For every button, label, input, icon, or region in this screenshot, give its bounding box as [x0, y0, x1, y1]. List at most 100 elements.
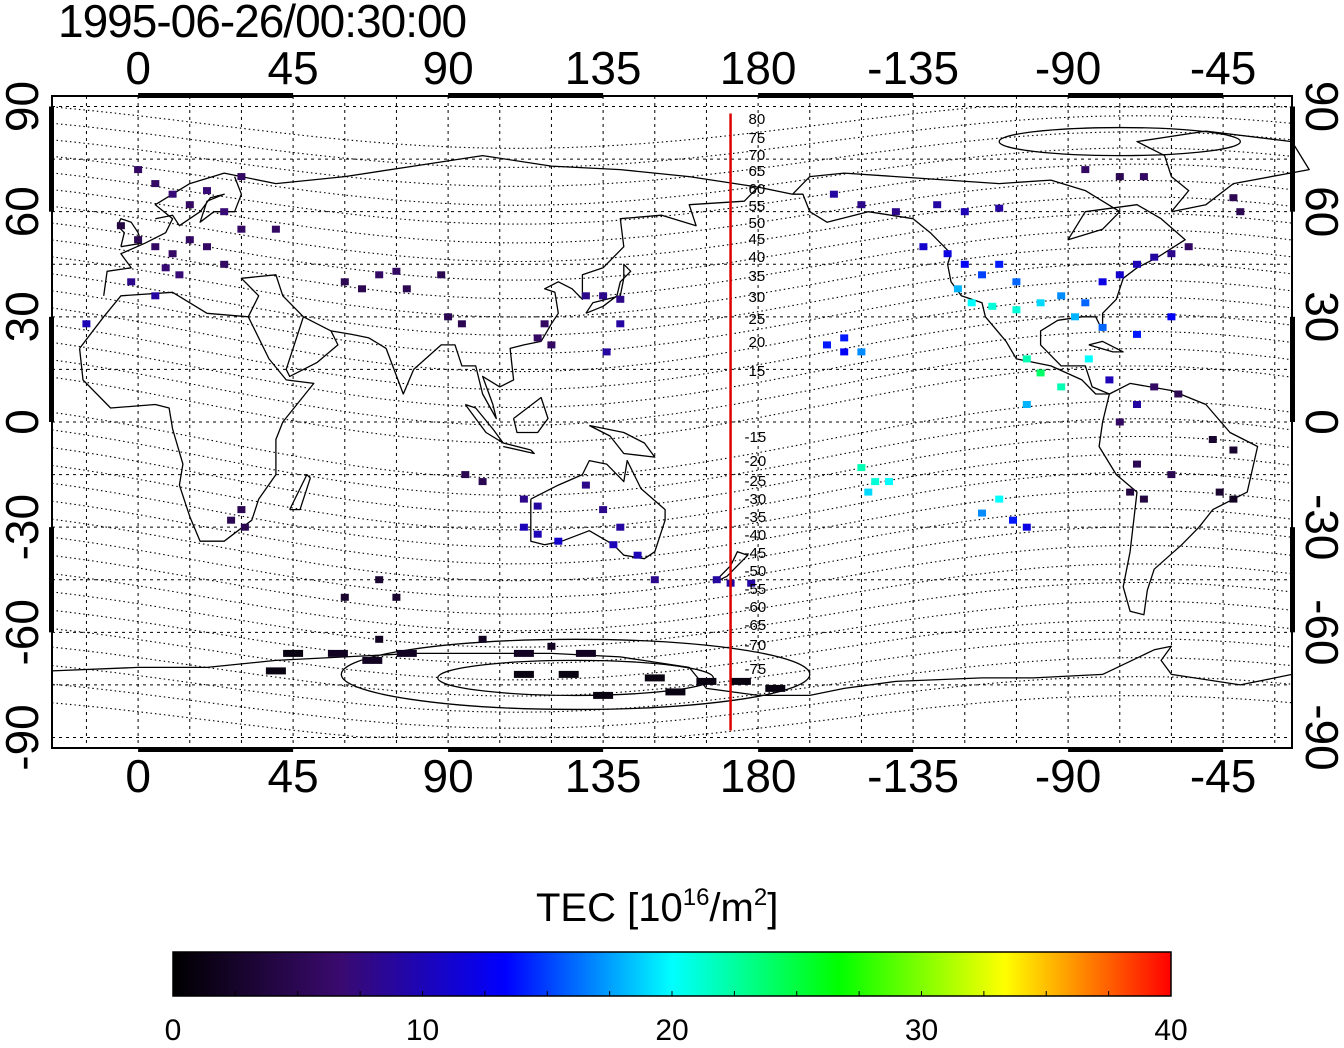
tec-point	[533, 502, 542, 510]
contour-label: 40	[749, 249, 766, 266]
tec-point	[581, 481, 590, 489]
tec-point	[554, 537, 563, 545]
tec-point	[1009, 516, 1017, 524]
lon-tick-top: 45	[268, 42, 319, 94]
contour-line	[51, 179, 1293, 244]
tec-point	[1098, 278, 1107, 286]
tec-point	[995, 204, 1004, 212]
tec-point	[444, 313, 453, 321]
axis-bar	[1290, 106, 1295, 212]
lat-tick-right: 30	[1296, 291, 1344, 342]
contour-line	[51, 676, 1293, 729]
lon-tick-top: -45	[1190, 42, 1256, 94]
page-title: 1995-06-26/00:30:00	[58, 0, 467, 47]
axis-bar	[49, 106, 54, 212]
contour-line	[51, 418, 1293, 496]
contour-label: 70	[749, 147, 766, 164]
lon-tick-top: 90	[423, 42, 474, 94]
tec-point	[375, 576, 384, 584]
tec-point	[237, 225, 246, 233]
coastline	[240, 274, 339, 378]
tec-point	[1126, 488, 1135, 496]
tec-point	[547, 341, 556, 349]
contour-label: 50	[749, 215, 766, 232]
magnetic-latitude-contours	[51, 106, 1293, 738]
colorbar-tick-label: 30	[905, 1014, 938, 1047]
lat-tick-left: 90	[0, 81, 48, 132]
tec-point	[885, 478, 893, 486]
contour-label: 45	[749, 231, 766, 248]
axis-ticks: 0 45 90 135 180 -135 -90 -450 45 90 135 180 -135 -90-…	[0, 42, 1344, 802]
axis-bar	[448, 747, 604, 752]
lat-tick-left: 60	[0, 186, 48, 237]
axis-bar	[138, 93, 294, 98]
tec-point	[127, 278, 136, 286]
tec-point	[1022, 401, 1031, 408]
lon-tick-bottom: 180	[720, 750, 797, 802]
colorbar-tick-label: 20	[655, 1014, 688, 1047]
map-border	[51, 95, 1293, 749]
tec-point	[857, 201, 866, 209]
tec-point	[823, 341, 831, 349]
tec-point	[1184, 243, 1193, 251]
tec-point	[1167, 313, 1176, 321]
tec-point	[1081, 299, 1090, 307]
tec-point	[602, 348, 611, 356]
tec-point	[1057, 292, 1066, 300]
tec-point	[1215, 488, 1224, 496]
lon-tick-top: -90	[1035, 42, 1101, 94]
lat-tick-right: -60	[1296, 599, 1344, 665]
lon-tick-top: 135	[565, 42, 642, 94]
lat-tick-left: -60	[0, 599, 48, 665]
contour-line	[51, 296, 1293, 373]
tec-point	[857, 464, 866, 472]
contour-line	[51, 313, 1293, 391]
tec-point	[633, 551, 642, 559]
tec-point	[237, 506, 246, 514]
colorbar-bar	[172, 951, 1172, 997]
tec-point	[392, 593, 401, 601]
tec-point	[988, 302, 997, 310]
tec-point	[644, 674, 665, 682]
contour-line	[51, 435, 1293, 514]
tec-point	[1012, 306, 1021, 314]
contour-line	[51, 581, 1293, 648]
tec-point	[978, 271, 986, 279]
contour-line	[51, 657, 1293, 713]
tec-point	[240, 523, 249, 531]
pole-contour	[437, 659, 714, 697]
contour-label: -30	[745, 491, 767, 508]
colorbar-tick-label: 10	[406, 1014, 439, 1047]
tec-point	[1022, 523, 1031, 531]
tec-point	[513, 670, 534, 678]
coastline	[103, 154, 793, 296]
lon-tick-bottom: -45	[1190, 750, 1256, 802]
contour-label: 75	[749, 130, 766, 147]
tec-point	[730, 677, 751, 685]
tec-point	[1133, 260, 1141, 268]
tec-point	[616, 523, 625, 531]
tec-point	[995, 495, 1004, 503]
contour-line	[51, 600, 1293, 665]
tec-point	[220, 208, 229, 216]
contour-label: -70	[745, 637, 767, 654]
tec-point	[943, 250, 952, 258]
pole-contour	[340, 638, 811, 711]
tec-point	[151, 292, 160, 300]
tec-point	[283, 649, 304, 657]
tec-point	[1139, 495, 1148, 503]
tec-point	[616, 320, 625, 328]
pole-contour	[998, 126, 1241, 157]
tec-point	[437, 271, 446, 279]
lat-tick-left: 30	[0, 291, 48, 342]
contour-line	[51, 695, 1293, 738]
coastline	[464, 403, 504, 444]
contour-label: 60	[749, 181, 766, 198]
contour-label: 65	[749, 163, 766, 180]
lat-tick-left: -30	[0, 494, 48, 560]
tec-point	[864, 488, 873, 496]
tec-point	[457, 320, 466, 328]
contour-line	[51, 229, 1293, 300]
tec-point	[1174, 390, 1183, 398]
